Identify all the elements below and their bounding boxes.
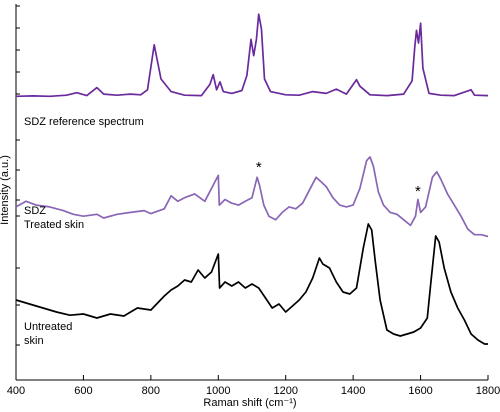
axes: 400 600 800 1000 1200 1400 1600 1800	[7, 4, 500, 397]
x-tick-label: 600	[74, 385, 92, 397]
series-line-2	[15, 156, 489, 238]
x-tick-label: 1200	[273, 385, 297, 397]
series-labels: SDZ reference spectrum SDZ Treated skin Unt…	[24, 116, 144, 347]
series-label: SDZ reference spectrum	[24, 116, 144, 128]
asterisk-annotation: *	[415, 183, 421, 200]
series-label: Treated skin	[24, 219, 84, 231]
series-line-1	[15, 13, 489, 98]
x-tick-label: 1000	[206, 385, 230, 397]
series-label: skin	[24, 335, 44, 347]
x-tick-label: 1800	[476, 385, 500, 397]
annotations: **	[256, 159, 421, 200]
asterisk-annotation: *	[256, 159, 262, 176]
series-label: SDZ	[24, 205, 46, 217]
x-tick-label: 400	[7, 385, 25, 397]
x-tick-label: 800	[142, 385, 160, 397]
x-tick-label: 1600	[408, 385, 432, 397]
series-line-3	[15, 223, 488, 345]
x-tick-label: 1400	[341, 385, 365, 397]
series-group	[15, 13, 489, 345]
y-axis-label: Intensity (a.u.)	[0, 155, 11, 225]
series-label: Untreated	[24, 321, 72, 333]
x-axis-label: Raman shift (cm⁻¹)	[203, 397, 296, 409]
